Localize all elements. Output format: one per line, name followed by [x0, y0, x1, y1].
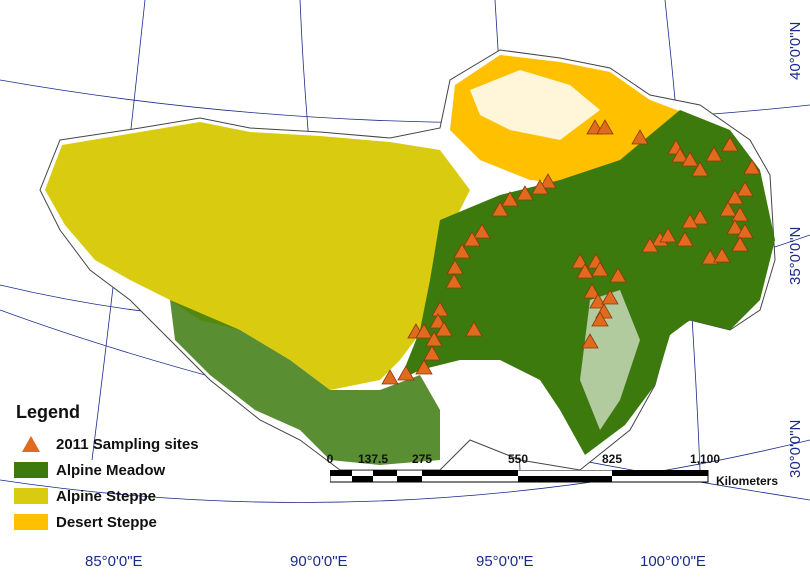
legend-item-desert-steppe: Desert Steppe: [14, 512, 157, 532]
sampling-site-marker: [671, 147, 689, 163]
sampling-site-marker: [591, 261, 609, 277]
sampling-site-marker: [743, 159, 761, 175]
legend-item-alpine-meadow: Alpine Meadow: [14, 460, 165, 480]
sampling-site-marker: [596, 119, 614, 135]
scale-unit-label: Kilometers: [716, 474, 779, 488]
sampling-site-marker: [681, 151, 699, 167]
sampling-site-marker: [691, 209, 709, 225]
lon-label-100: 100°0'0"E: [640, 553, 706, 570]
sampling-site-marker: [601, 289, 619, 305]
scale-tick-1: 137.5: [357, 452, 389, 466]
scale-bar-graphic: [330, 470, 709, 483]
sampling-site-marker: [705, 146, 723, 162]
sampling-site-marker: [473, 223, 491, 239]
sampling-site-marker: [425, 331, 443, 347]
sampling-site-marker: [453, 243, 471, 259]
map-legend: Legend 2011 Sampling sites Alpine Meadow…: [14, 400, 264, 540]
lon-label-95: 95°0'0"E: [476, 553, 534, 570]
legend-item-alpine-steppe: Alpine Steppe: [14, 486, 156, 506]
sampling-site-marker: [381, 369, 399, 385]
sampling-site-marker: [531, 179, 549, 195]
scale-tick-2: 275: [411, 452, 433, 466]
desert-white-patch: [470, 70, 600, 140]
lat-label-35: 35°0'0"N: [787, 227, 804, 285]
sampling-site-marker: [465, 321, 483, 337]
sampling-site-marker: [731, 236, 749, 252]
sampling-site-marker: [431, 301, 449, 317]
sampling-site-marker: [516, 185, 534, 201]
scale-bar: 0 137.5 275 550 825 1,100 Kilometers: [326, 452, 790, 488]
sampling-site-marker: [423, 345, 441, 361]
sampling-site-marker: [446, 259, 464, 275]
sampling-site-marker: [736, 181, 754, 197]
legend-item-sampling-sites: 2011 Sampling sites: [14, 434, 199, 454]
sampling-site-marker: [691, 161, 709, 177]
sampling-site-marker: [731, 206, 749, 222]
sampling-site-marker: [501, 191, 519, 207]
sampling-site-marker: [719, 201, 737, 217]
sampling-site-marker: [641, 237, 659, 253]
sampling-site-marker: [659, 227, 677, 243]
legend-label: Alpine Steppe: [56, 487, 157, 505]
sampling-site-marker: [415, 323, 433, 339]
lon-label-85: 85°0'0"E: [85, 553, 143, 570]
color-swatch-icon: [14, 487, 48, 505]
alpine-meadow-area: [400, 110, 775, 455]
sampling-site-marker: [491, 201, 509, 217]
sampling-site-marker: [539, 173, 557, 189]
sampling-site-marker: [736, 223, 754, 239]
sampling-site-marker: [676, 231, 694, 247]
scale-tick-3: 550: [507, 452, 529, 466]
sampling-site-marker: [726, 189, 744, 205]
legend-title: Legend: [16, 402, 81, 422]
lon-label-90: 90°0'0"E: [290, 553, 348, 570]
sampling-site-marker: [571, 253, 589, 269]
sampling-site-marker: [589, 293, 607, 309]
sampling-site-marker: [721, 136, 739, 152]
sampling-site-marker: [726, 219, 744, 235]
sampling-site-marker: [445, 273, 463, 289]
scale-tick-5: 1,100: [689, 452, 721, 466]
lat-label-40: 40°0'0"N: [787, 22, 804, 80]
sampling-site-marker: [397, 365, 415, 381]
sampling-site-marker: [681, 213, 699, 229]
color-swatch-icon: [14, 513, 48, 531]
sampling-site-marker: [429, 313, 447, 329]
sampling-site-marker: [631, 129, 649, 145]
sampling-site-marker: [415, 359, 433, 375]
legend-label: Alpine Meadow: [56, 461, 166, 479]
sampling-site-marker: [463, 231, 481, 247]
sampling-site-marker: [713, 247, 731, 263]
alpine-steppe-area: [45, 122, 470, 390]
scale-tick-0: 0: [326, 452, 334, 466]
sampling-sites: [381, 119, 761, 385]
legend-label: 2011 Sampling sites: [56, 435, 199, 453]
triangle-marker-icon: [14, 435, 48, 453]
sampling-site-marker: [435, 321, 453, 337]
meadow-southwest-band: [170, 300, 440, 465]
sampling-site-marker: [591, 311, 609, 327]
legend-label: Desert Steppe: [56, 513, 157, 531]
sampling-site-marker: [609, 267, 627, 283]
color-swatch-icon: [14, 461, 48, 479]
sampling-site-marker: [583, 283, 601, 299]
sampling-site-marker: [576, 263, 594, 279]
lat-label-30: 30°0'0"N: [787, 420, 804, 478]
sampling-site-marker: [701, 249, 719, 265]
scale-tick-4: 825: [601, 452, 623, 466]
sampling-site-marker: [581, 333, 599, 349]
